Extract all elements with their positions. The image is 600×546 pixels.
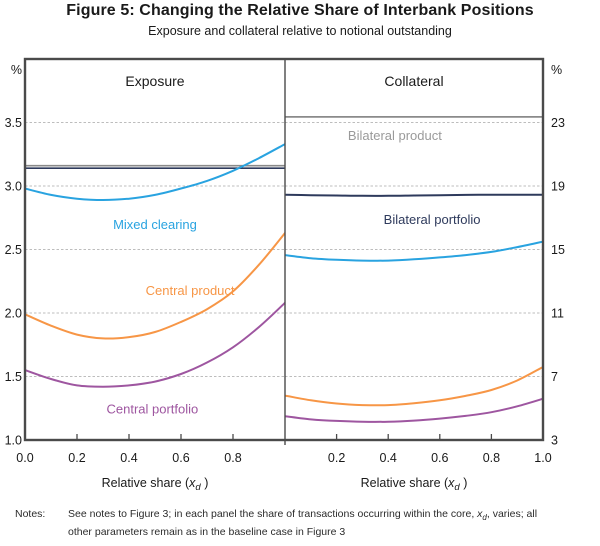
notes: Notes: See notes to Figure 3; in each pa… — [15, 507, 593, 540]
x-axis-label-var: x — [447, 476, 455, 490]
x-axis-label: Relative share (xd ) — [102, 476, 209, 493]
notes-text: See notes to Figure 3; in each panel the… — [68, 507, 593, 540]
y-tick-label: 2.5 — [5, 243, 22, 257]
series-line-central-product — [25, 232, 285, 340]
x-tick-label: 0.2 — [328, 451, 345, 465]
x-tick-label: 0.4 — [120, 451, 137, 465]
y-tick-label: 15 — [551, 243, 565, 257]
notes-line2: other parameters remain as in the baseli… — [68, 526, 346, 539]
y-tick-label: 19 — [551, 180, 565, 194]
y-tick-label: 11 — [551, 307, 564, 321]
notes-sub: d — [482, 513, 487, 523]
x-tick-label: 0.4 — [380, 451, 397, 465]
series-group — [25, 143, 285, 388]
x-axis-label: Relative share (xd ) — [361, 476, 468, 493]
y-tick-label: 1.5 — [5, 370, 22, 384]
x-axis-label-post: ) — [201, 476, 209, 490]
y-tick-label: 3.0 — [5, 180, 22, 194]
x-axis-label-sub: d — [454, 482, 460, 493]
notes-var: x — [477, 508, 483, 520]
y-axis-unit: % — [11, 63, 22, 77]
x-axis-label-pre: Relative share ( — [102, 476, 190, 490]
x-tick-label: 0.6 — [172, 451, 189, 465]
series-line-mixed-clearing — [25, 143, 285, 202]
x-tick-label: 0.2 — [68, 451, 85, 465]
y-tick-label: 2.0 — [5, 307, 22, 321]
figure-subtitle: Exposure and collateral relative to noti… — [148, 24, 452, 38]
notes-line1-post: , varies; all — [486, 508, 538, 520]
series-label-central-product: Central product — [146, 283, 235, 298]
series-line-central-portfolio — [285, 397, 543, 423]
panel-title-exposure: Exposure — [125, 73, 184, 89]
x-axis-label-pre: Relative share ( — [361, 476, 449, 490]
y-tick-label: 23 — [551, 116, 565, 130]
x-tick-label: 0.6 — [431, 451, 448, 465]
series-label-central-portfolio: Central portfolio — [107, 401, 199, 416]
panel-frame — [23, 57, 545, 442]
series-label-mixed-clearing: Mixed clearing — [113, 217, 197, 232]
y-axis-unit: % — [551, 63, 562, 77]
series-line-mixed-clearing — [285, 240, 543, 262]
notes-label: Notes: — [15, 508, 46, 520]
x-tick-label: 0.8 — [483, 451, 500, 465]
x-tick-label: 1.0 — [534, 451, 551, 465]
x-axis-label-var: x — [188, 476, 196, 490]
series-line-central-product — [285, 366, 543, 407]
x-tick-label: 0.8 — [224, 451, 241, 465]
chart-canvas: Mixed clearing Central product Central por… — [5, 57, 565, 493]
y-tick-label: 1.0 — [5, 434, 22, 448]
notes-line1-pre: See notes to Figure 3; in each panel the… — [68, 508, 478, 520]
series-group — [285, 116, 543, 423]
series-label-bilateral-product: Bilateral product — [348, 128, 442, 143]
panel-title-collateral: Collateral — [384, 73, 443, 89]
y-tick-label: 3.5 — [5, 116, 22, 130]
series-line-bilateral-portfolio — [285, 193, 543, 197]
figure-title: Figure 5: Changing the Relative Share of… — [66, 2, 534, 19]
x-axis-label-post: ) — [460, 476, 468, 490]
series-label-bilateral-portfolio: Bilateral portfolio — [384, 212, 481, 227]
y-tick-label: 7 — [551, 370, 558, 384]
y-tick-label: 3 — [551, 434, 558, 448]
x-axis-label-sub: d — [195, 482, 201, 493]
series-line-central-portfolio — [25, 301, 285, 388]
x-tick-label: 0.0 — [16, 451, 33, 465]
